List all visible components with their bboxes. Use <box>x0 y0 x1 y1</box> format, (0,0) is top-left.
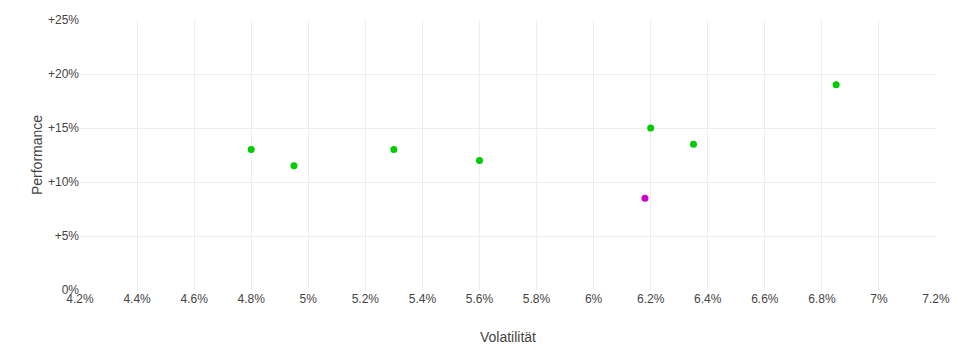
svg-text:4.8%: 4.8% <box>238 292 266 306</box>
svg-text:Volatilität: Volatilität <box>480 329 536 345</box>
svg-text:7%: 7% <box>870 292 888 306</box>
svg-text:4.6%: 4.6% <box>180 292 208 306</box>
svg-text:+15%: +15% <box>48 121 79 135</box>
svg-text:6%: 6% <box>585 292 603 306</box>
svg-text:+20%: +20% <box>48 67 79 81</box>
svg-text:+5%: +5% <box>55 229 80 243</box>
svg-text:7.2%: 7.2% <box>922 292 950 306</box>
svg-text:5.2%: 5.2% <box>352 292 380 306</box>
svg-text:5.4%: 5.4% <box>409 292 437 306</box>
svg-text:5.8%: 5.8% <box>523 292 551 306</box>
svg-text:6.6%: 6.6% <box>751 292 779 306</box>
svg-text:Performance: Performance <box>29 115 45 195</box>
svg-text:0%: 0% <box>62 283 80 297</box>
svg-text:5%: 5% <box>300 292 318 306</box>
svg-text:+25%: +25% <box>48 13 79 27</box>
svg-text:+10%: +10% <box>48 175 79 189</box>
svg-text:6.2%: 6.2% <box>637 292 665 306</box>
svg-text:6.8%: 6.8% <box>808 292 836 306</box>
svg-text:4.2%: 4.2% <box>66 292 94 306</box>
svg-text:4.4%: 4.4% <box>123 292 151 306</box>
svg-text:5.6%: 5.6% <box>466 292 494 306</box>
svg-text:6.4%: 6.4% <box>694 292 722 306</box>
